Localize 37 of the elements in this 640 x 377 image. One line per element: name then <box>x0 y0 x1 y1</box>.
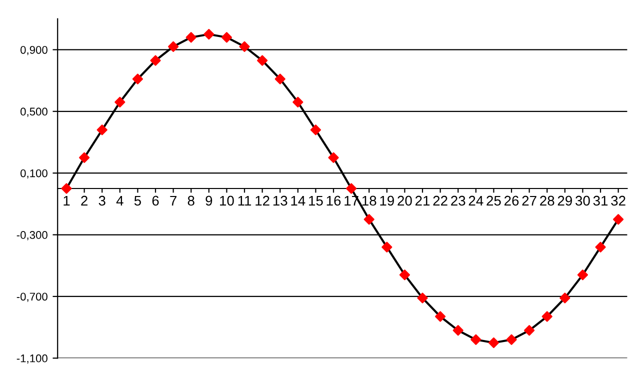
x-tick-label: 26 <box>504 196 519 206</box>
x-tick-label: 30 <box>576 196 590 206</box>
y-tick-label: -0,700 <box>16 292 48 302</box>
x-tick-label: 4 <box>116 196 124 206</box>
y-tick-label: 0,500 <box>20 108 48 117</box>
x-tick-label: 27 <box>522 196 536 206</box>
x-tick-label: 6 <box>152 196 159 206</box>
x-tick-label: 12 <box>256 196 270 206</box>
x-tick-label: 3 <box>98 196 106 206</box>
x-tick-label: 28 <box>540 196 554 206</box>
x-tick-label: 31 <box>593 196 608 206</box>
x-tick-label: 7 <box>170 196 176 206</box>
x-tick-label: 5 <box>134 196 141 206</box>
x-tick-label: 8 <box>188 196 194 206</box>
y-tick-label: 0,900 <box>20 46 48 56</box>
x-tick-label: 16 <box>326 196 341 206</box>
x-tick-label: 13 <box>273 196 288 206</box>
x-tick-label: 19 <box>380 196 394 206</box>
x-tick-label: 23 <box>451 196 466 206</box>
x-tick-label: 10 <box>220 196 234 206</box>
x-tick-label: 22 <box>433 196 448 206</box>
x-tick-label: 11 <box>238 196 252 206</box>
x-tick-label: 20 <box>398 196 412 206</box>
x-tick-label: 9 <box>206 196 212 206</box>
x-tick-label: 14 <box>291 196 306 206</box>
x-tick-label: 15 <box>309 196 323 206</box>
y-tick-label: -1,100 <box>16 354 48 364</box>
x-tick-label: 32 <box>611 196 626 206</box>
x-tick-label: 25 <box>486 196 501 206</box>
x-tick-label: 29 <box>558 196 572 206</box>
x-tick-label: 18 <box>362 196 376 206</box>
y-tick-label: -0,300 <box>16 231 48 240</box>
x-tick-label: 1 <box>64 196 70 206</box>
y-tick-label: 0,100 <box>20 169 48 179</box>
x-tick-label: 24 <box>468 196 484 206</box>
x-tick-label: 2 <box>81 196 88 206</box>
x-tick-label: 21 <box>415 196 430 206</box>
